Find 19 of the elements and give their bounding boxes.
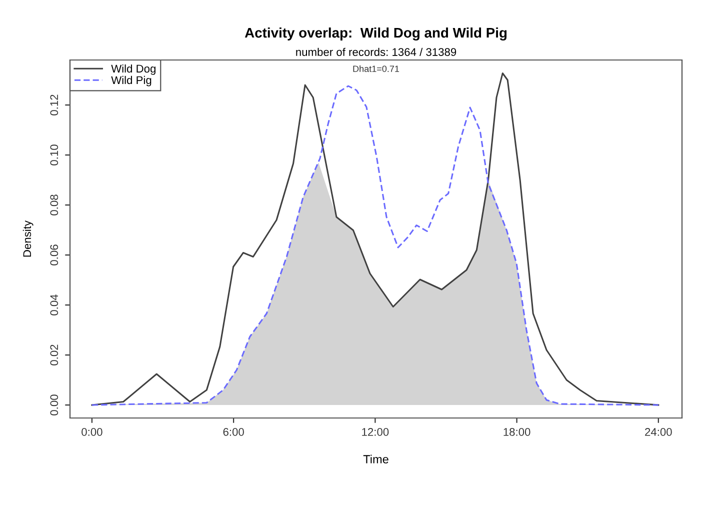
x-tick-label: 18:00 (504, 428, 530, 436)
y-tick-label: 0.08 (50, 194, 58, 216)
x-axis-title: Time (363, 454, 388, 464)
y-axis-title: Density (22, 220, 34, 257)
y-tick-label: 0.10 (50, 144, 58, 166)
chart-title: Activity overlap: Wild Dog and Wild Pig (244, 27, 507, 41)
x-tick-label: 24:00 (645, 428, 672, 436)
legend-label: Wild Pig (111, 76, 152, 86)
x-tick-label: 6:00 (223, 428, 244, 436)
x-tick-label: 12:00 (362, 428, 389, 436)
y-tick-label: 0.12 (50, 94, 58, 116)
chart-subtitle: number of records: 1364 / 31389 (296, 48, 456, 56)
y-tick-label: 0.06 (50, 244, 58, 266)
y-tick-label: 0.02 (50, 344, 58, 366)
y-tick-label: 0.00 (50, 394, 58, 416)
legend-label: Wild Dog (111, 64, 156, 75)
x-tick-label: 0:00 (82, 428, 102, 436)
annotation: Dhat1=0.71 (353, 65, 400, 72)
y-tick-label: 0.04 (50, 294, 58, 316)
